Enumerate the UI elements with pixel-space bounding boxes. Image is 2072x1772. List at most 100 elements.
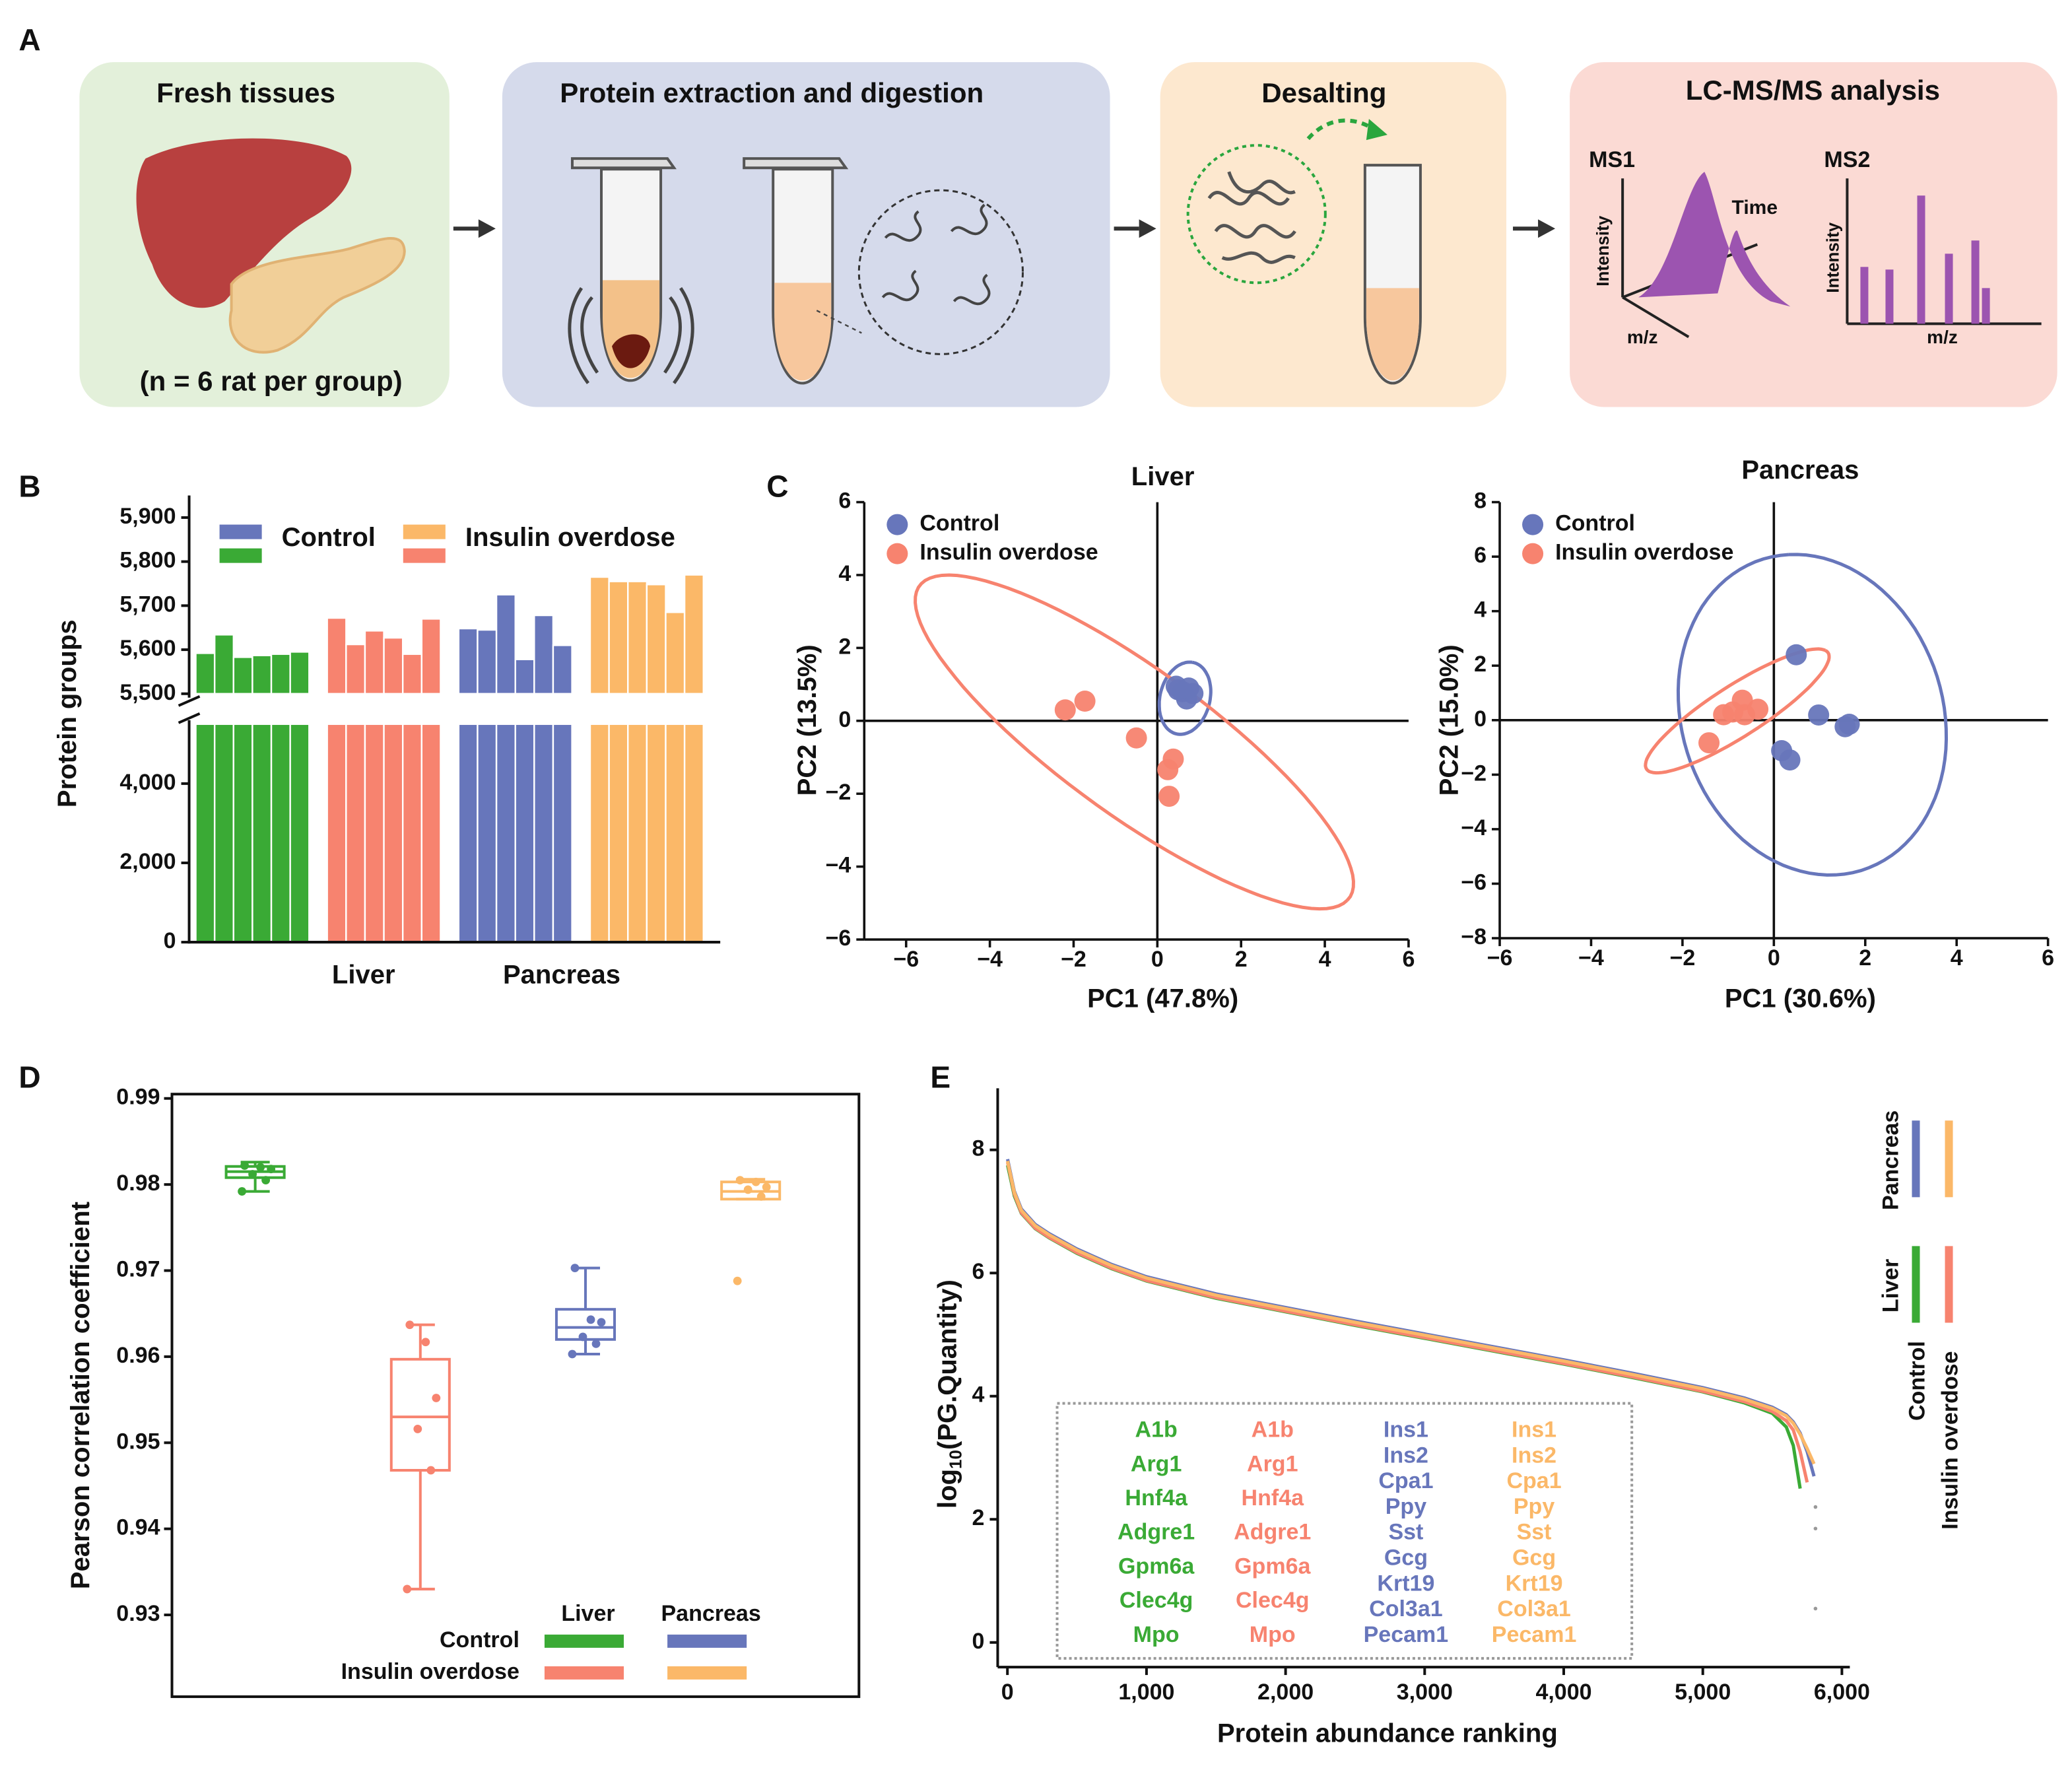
bar (552, 723, 573, 943)
y-tick-label: 4,000 (119, 770, 176, 795)
bar (589, 723, 610, 943)
point (1054, 699, 1076, 721)
y-tick-label: 0.95 (116, 1429, 160, 1454)
y-tick-label: −2 (1461, 761, 1487, 786)
gene-label: Sst (1517, 1520, 1552, 1545)
y-tick-label: 5,500 (119, 680, 176, 705)
bar (364, 723, 385, 943)
outlier-point (1813, 1505, 1818, 1509)
bar (420, 723, 442, 943)
y-tick-label: 0 (972, 1629, 985, 1654)
x-tick-label: 2 (1859, 945, 1871, 971)
gene-label: Mpo (1250, 1622, 1296, 1647)
point (1747, 699, 1769, 720)
point (568, 1349, 577, 1359)
point (735, 1176, 745, 1185)
y-tick-label: −6 (825, 926, 851, 951)
bar (533, 614, 554, 695)
gene-label: Ppy (1386, 1494, 1426, 1519)
legend-label: Control (1555, 511, 1635, 536)
legend-label: Insulin overdose (919, 540, 1098, 565)
line (1006, 1161, 1809, 1483)
bar (270, 723, 291, 943)
gene-label: A1b (1252, 1417, 1294, 1443)
y-tick-label: 6 (1474, 543, 1487, 568)
legend-row: Pancreas (1878, 1110, 1903, 1210)
bar (477, 629, 498, 695)
step-title: Protein extraction and digestion (560, 77, 984, 108)
y-tick-label: 5,700 (119, 592, 176, 617)
point (403, 1585, 412, 1594)
point (1779, 749, 1801, 771)
x-tick-label: 0 (1151, 947, 1164, 972)
gene-label: Cpa1 (1506, 1468, 1561, 1493)
legend-column: Control (1904, 1341, 1929, 1421)
y-axis-title-part: 10 (945, 1450, 965, 1469)
bar (232, 656, 253, 695)
y-tick-label: 0.97 (116, 1257, 160, 1282)
x-tick-label: Liver (332, 961, 395, 990)
x-tick-label: −2 (1061, 947, 1086, 972)
bar (383, 636, 404, 695)
ms2-bars (1860, 195, 1990, 324)
point (238, 1187, 247, 1196)
y-axis-title-part: (PG.Quantity) (933, 1279, 962, 1450)
bar (514, 723, 535, 943)
gene-label: Sst (1388, 1520, 1423, 1545)
x-tick-label: −6 (893, 947, 919, 972)
y-tick-label: 2 (972, 1505, 985, 1530)
bar (232, 723, 253, 943)
y-tick-label: −4 (825, 853, 851, 878)
x-tick-label: −4 (1578, 945, 1604, 971)
y-axis-title: Protein groups (53, 620, 82, 808)
step-box (1570, 62, 2057, 407)
point (248, 1170, 257, 1178)
x-tick-label: 6 (1402, 947, 1415, 972)
y-tick-label: −2 (825, 780, 851, 805)
legend-marker (886, 514, 908, 535)
y-axis-title-part: log (933, 1469, 962, 1509)
panel-label: E (930, 1060, 951, 1094)
x-tick-label: 2,000 (1257, 1680, 1314, 1705)
gene-label: Col3a1 (1497, 1596, 1571, 1621)
bar (495, 723, 516, 943)
ms-label: m/z (1927, 327, 1958, 347)
gene-label: A1b (1135, 1417, 1178, 1443)
gene-label: Gpm6a (1234, 1553, 1311, 1579)
y-tick-label: 4 (838, 561, 851, 586)
y-tick-label: 0 (838, 707, 851, 732)
outlier-point (1813, 1606, 1818, 1611)
ms-label: MS1 (1589, 147, 1635, 172)
legend-swatch (219, 548, 262, 563)
legend-marker (886, 543, 908, 564)
tissue-icon (612, 334, 651, 368)
panel-label: C (766, 469, 788, 504)
bar (326, 723, 347, 943)
arrows (453, 219, 1556, 238)
tube-fill (1366, 288, 1419, 381)
legend-label: Control (282, 523, 376, 552)
ms-label: MS2 (1824, 147, 1870, 172)
legend-label: Insulin overdose (465, 523, 675, 552)
legend-swatch (667, 1634, 747, 1648)
y-tick-label: 6 (838, 489, 851, 514)
point (586, 1315, 595, 1324)
x-axis-title: PC1 (30.6%) (1725, 984, 1876, 1013)
point (240, 1161, 250, 1170)
x-tick-label: 5,000 (1675, 1680, 1731, 1705)
y-axis-title: PC2 (15.0%) (1435, 644, 1464, 796)
x-tick-label: −2 (1669, 945, 1695, 971)
bar (383, 723, 404, 943)
gene-label: Ins2 (1384, 1443, 1428, 1468)
axis-break (178, 712, 201, 724)
gene-label: Ppy (1514, 1494, 1554, 1519)
bar (457, 627, 479, 695)
panel-label: D (18, 1060, 40, 1094)
point (405, 1320, 415, 1330)
gene-label: Cpa1 (1378, 1468, 1433, 1493)
step-title: Desalting (1261, 77, 1386, 108)
bar (683, 574, 704, 695)
point (413, 1425, 422, 1433)
x-tick-label: Pancreas (503, 961, 620, 990)
confidence-ellipse (914, 573, 1355, 911)
